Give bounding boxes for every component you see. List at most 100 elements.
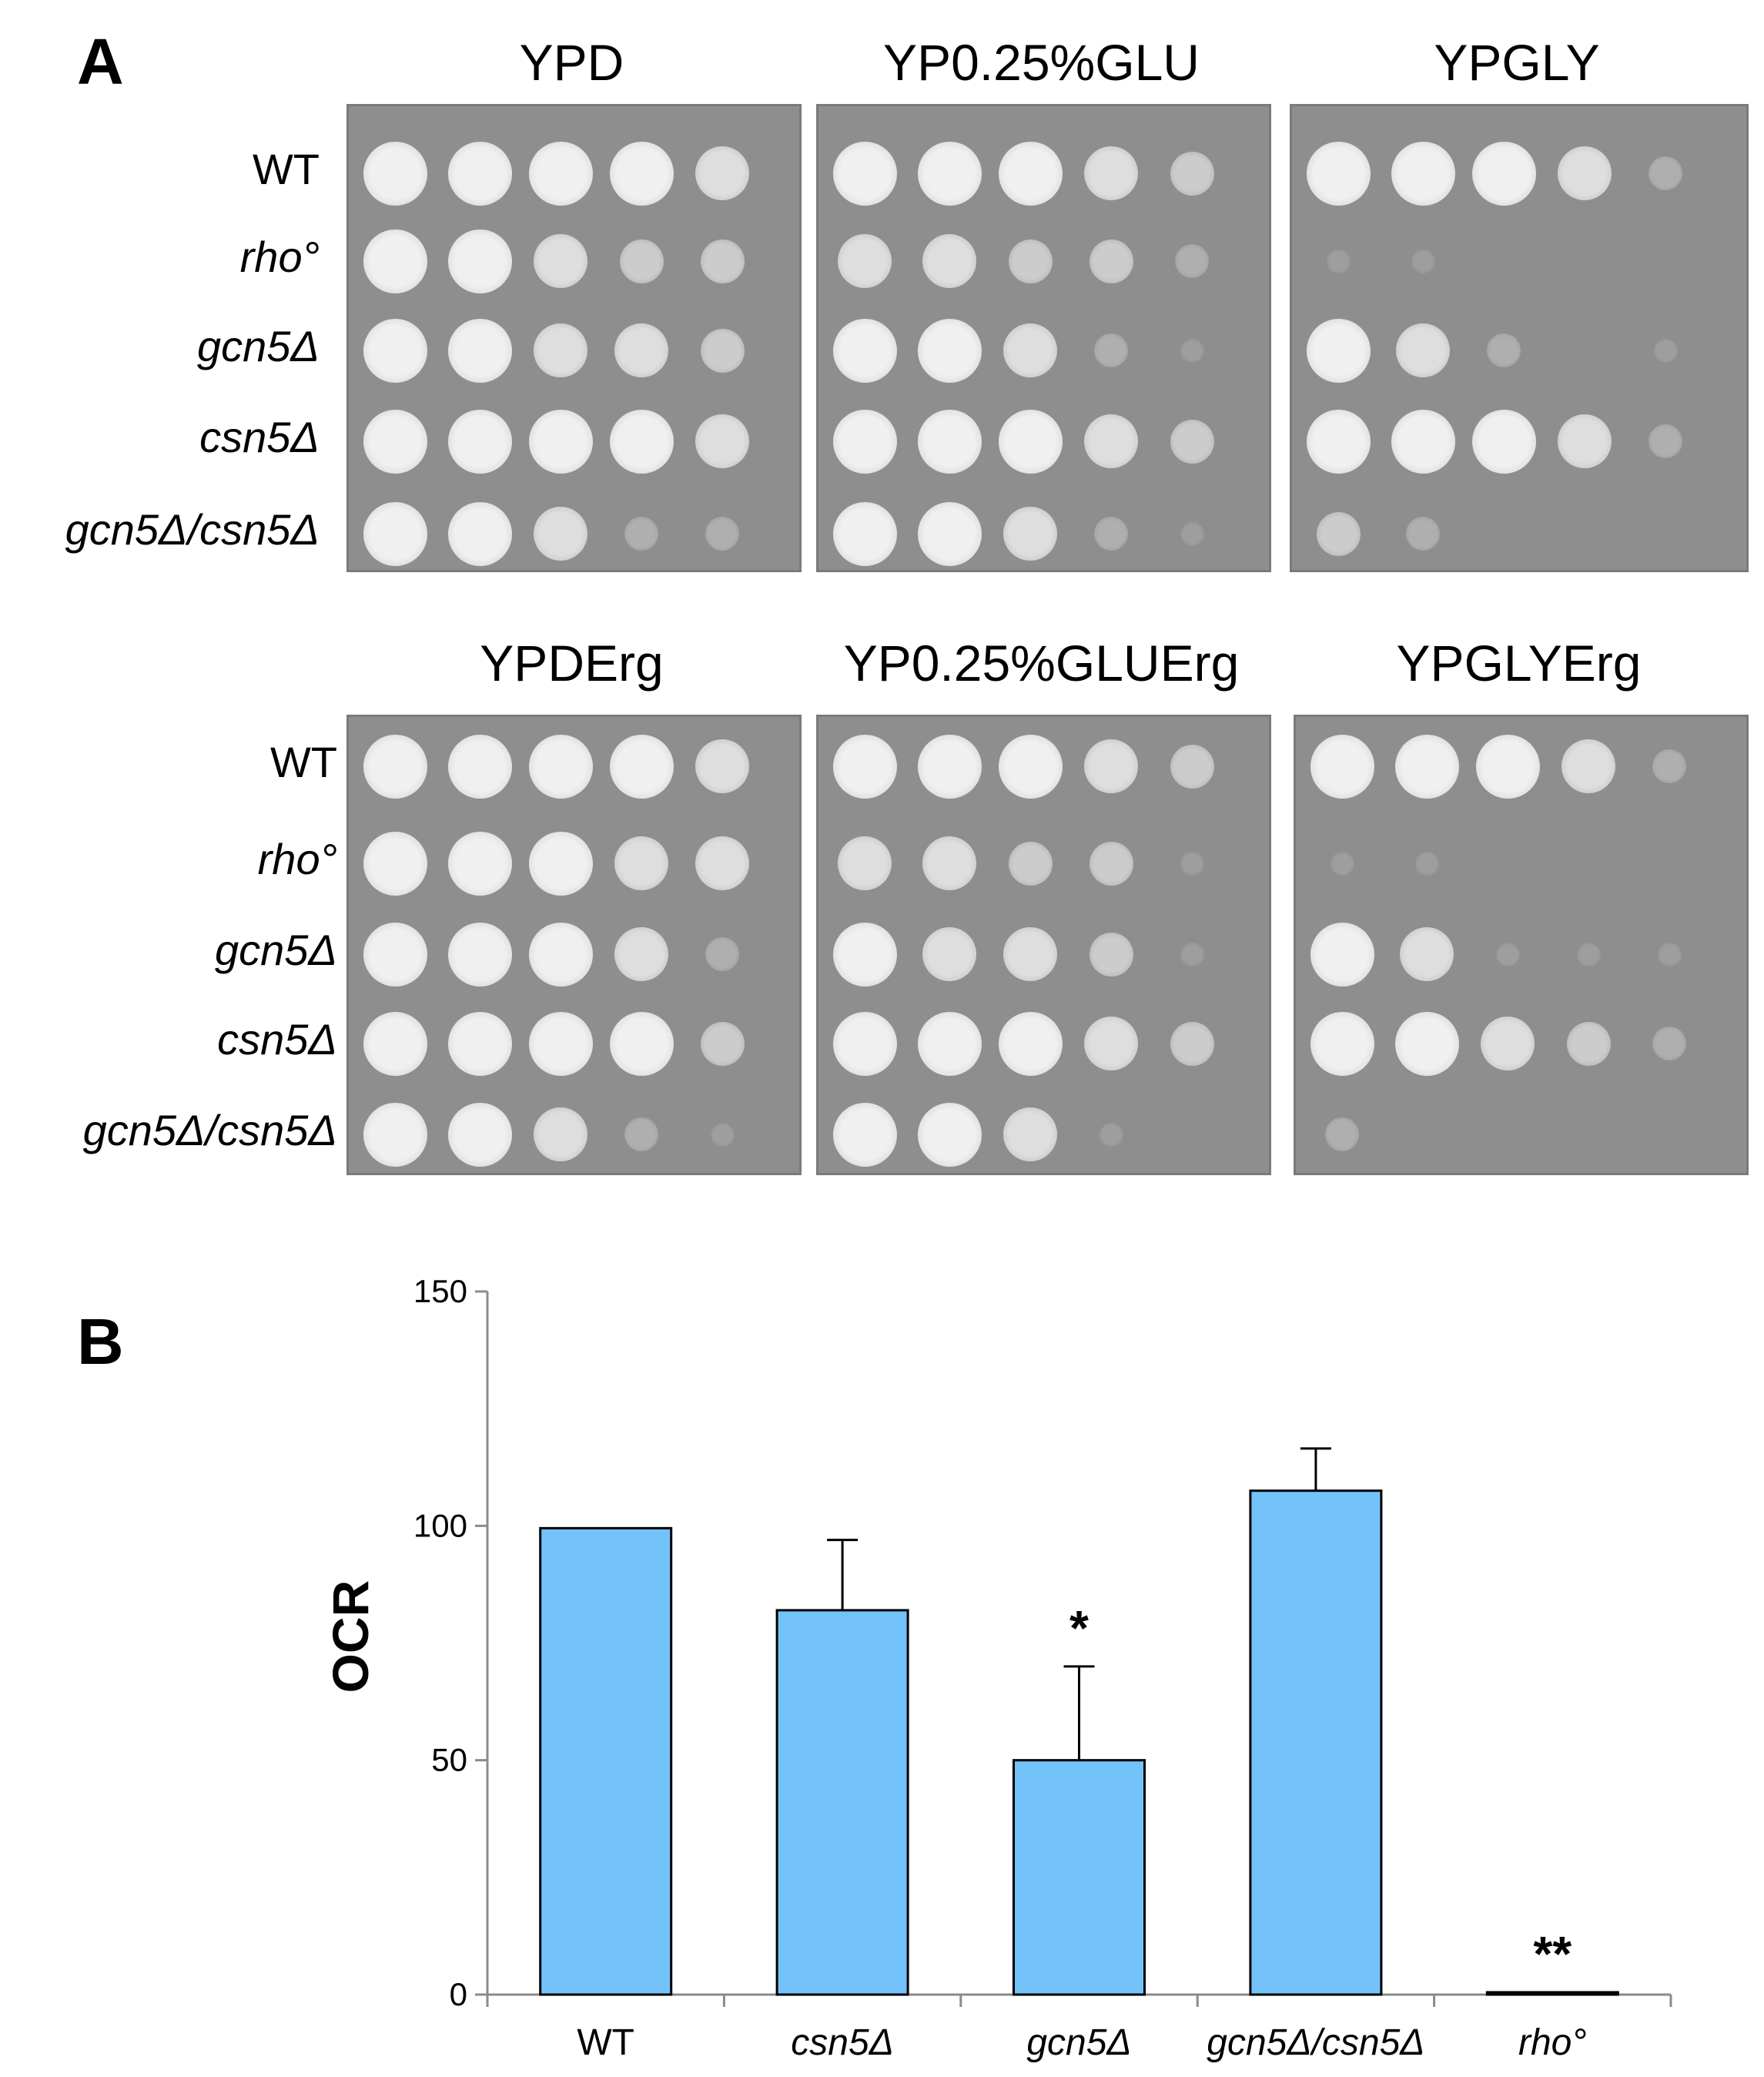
colony-spot: [1306, 141, 1371, 206]
colony-spot: [1094, 333, 1128, 367]
bar: [539, 1526, 673, 1996]
condition-title: YP0.25%GLU: [883, 34, 1200, 91]
colony-spot: [534, 323, 587, 377]
colony-spot: [1084, 146, 1138, 200]
colony-spot: [447, 831, 512, 896]
colony-spot: [609, 409, 674, 474]
colony-spot: [1649, 424, 1682, 458]
colony-spot: [1306, 318, 1371, 383]
agar-plate: [1294, 715, 1749, 1175]
colony-spot: [998, 409, 1063, 474]
colony-spot: [700, 328, 745, 373]
colony-spot: [1495, 942, 1520, 966]
colony-spot: [1558, 414, 1612, 468]
bar: [775, 1609, 909, 1996]
agar-plate: [816, 715, 1271, 1175]
colony-spot: [832, 318, 897, 383]
colony-spot: [1391, 409, 1455, 474]
colony-spot: [1394, 734, 1459, 799]
strain-label: gcn5Δ: [214, 926, 337, 974]
strain-label: rho°: [257, 835, 337, 883]
condition-title: YPGLY: [1434, 34, 1600, 91]
colony-spot: [1175, 244, 1209, 278]
y-tick-label: 150: [413, 1273, 467, 1309]
colony-spot: [1089, 239, 1133, 283]
colony-spot: [1180, 338, 1204, 363]
colony-spot: [1003, 1107, 1057, 1161]
colony-spot: [832, 409, 897, 474]
colony-spot: [1170, 1021, 1214, 1066]
bar: [1249, 1489, 1383, 1996]
colony-spot: [1170, 419, 1214, 464]
strain-label: csn5Δ: [217, 1015, 337, 1064]
colony-spot: [705, 937, 739, 971]
colony-spot: [1180, 521, 1204, 546]
colony-spot: [614, 927, 668, 981]
significance-marker: *: [1069, 1600, 1089, 1656]
colony-spot: [363, 229, 427, 293]
colony-spot: [1558, 146, 1612, 200]
colony-spot: [534, 234, 587, 288]
colony-spot: [609, 141, 674, 206]
colony-spot: [1003, 507, 1057, 561]
colony-spot: [1481, 1017, 1535, 1070]
colony-spot: [700, 1021, 745, 1066]
colony-spot: [528, 734, 593, 799]
bar: [1485, 1991, 1619, 1996]
colony-spot: [1310, 1011, 1374, 1076]
colony-spot: [528, 409, 593, 474]
colony-spot: [1310, 734, 1374, 799]
colony-spot: [447, 318, 512, 383]
condition-title: YPDErg: [480, 635, 664, 692]
colony-spot: [1330, 851, 1354, 876]
colony-spot: [1310, 922, 1374, 987]
colony-spot: [1396, 323, 1450, 377]
y-tick-label: 50: [431, 1742, 467, 1778]
colony-spot: [363, 734, 427, 799]
colony-spot: [832, 501, 897, 566]
y-tick-label: 100: [413, 1507, 467, 1543]
colony-spot: [534, 1107, 587, 1161]
colony-spot: [1653, 338, 1678, 363]
colony-spot: [1003, 927, 1057, 981]
colony-spot: [1003, 323, 1057, 377]
colony-spot: [917, 141, 982, 206]
colony-spot: [695, 146, 749, 200]
colony-spot: [838, 234, 892, 288]
colony-spot: [363, 1102, 427, 1167]
colony-spot: [917, 734, 982, 799]
colony-spot: [1180, 942, 1204, 966]
colony-spot: [447, 409, 512, 474]
colony-spot: [447, 1102, 512, 1167]
colony-spot: [1406, 517, 1440, 551]
panel-a-letter: A: [77, 25, 124, 98]
colony-spot: [363, 501, 427, 566]
colony-spot: [1306, 409, 1371, 474]
colony-spot: [534, 507, 587, 561]
colony-spot: [447, 1011, 512, 1076]
colony-spot: [1400, 927, 1454, 981]
colony-spot: [1414, 851, 1439, 876]
colony-spot: [363, 318, 427, 383]
colony-spot: [700, 239, 745, 283]
colony-spot: [1094, 517, 1128, 551]
colony-spot: [1411, 249, 1435, 273]
colony-spot: [528, 1011, 593, 1076]
colony-spot: [1008, 841, 1053, 886]
x-tick-label: gcn5Δ/csn5Δ: [1207, 2022, 1424, 2063]
colony-spot: [447, 734, 512, 799]
x-tick-label: csn5Δ: [791, 2022, 894, 2063]
agar-plate: [816, 104, 1271, 572]
colony-spot: [917, 1011, 982, 1076]
strain-label: WT: [252, 145, 320, 193]
colony-spot: [363, 1011, 427, 1076]
colony-spot: [1008, 239, 1053, 283]
colony-spot: [1566, 1021, 1611, 1066]
colony-spot: [998, 734, 1063, 799]
colony-spot: [1180, 851, 1204, 876]
colony-spot: [1657, 942, 1682, 966]
colony-spot: [1487, 333, 1521, 367]
colony-spot: [1170, 744, 1214, 789]
x-tick-label: gcn5Δ: [1026, 2022, 1131, 2063]
